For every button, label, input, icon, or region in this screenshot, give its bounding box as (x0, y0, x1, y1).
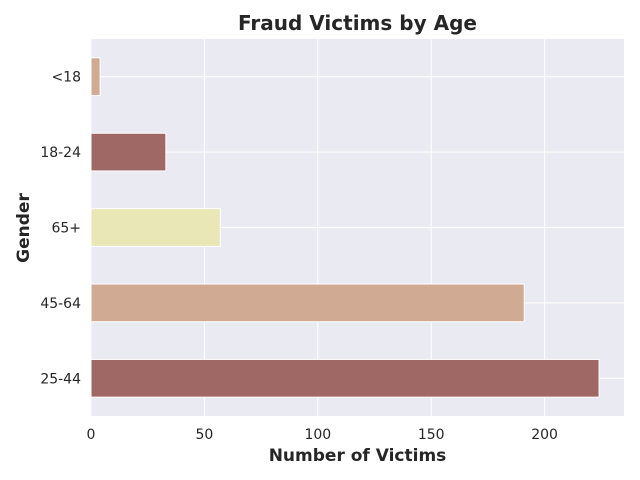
x-axis-label: Number of Victims (269, 446, 447, 466)
x-tick-labels: 0 50 100 150 200 (87, 427, 558, 443)
bars (90, 57, 600, 398)
x-tick-label: 50 (195, 427, 213, 443)
bar (90, 358, 600, 398)
x-tick-label: 0 (87, 427, 96, 443)
x-tick-label: 150 (418, 427, 445, 443)
x-tick-label: 100 (304, 427, 331, 443)
bar (90, 283, 525, 323)
y-tick-labels: 25-44 45-64 65+ 18-24 <18 (40, 70, 81, 388)
y-axis-label: Gender (14, 193, 34, 263)
x-tick-label: 200 (531, 427, 558, 443)
bar (90, 57, 101, 97)
bar (90, 208, 221, 247)
y-tick-label: 65+ (51, 221, 81, 237)
y-tick-label: 45-64 (40, 296, 81, 312)
y-tick-label: 18-24 (40, 145, 81, 161)
chart-title: Fraud Victims by Age (238, 11, 477, 35)
bar (90, 132, 167, 172)
y-tick-label: 25-44 (40, 371, 81, 387)
y-tick-label: <18 (51, 70, 81, 86)
